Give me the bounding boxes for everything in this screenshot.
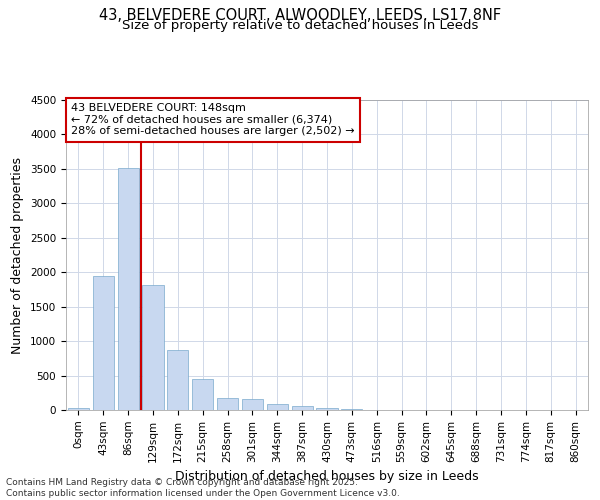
Bar [316, 408, 338, 410]
Bar [192, 379, 213, 410]
Bar [242, 398, 263, 410]
Bar [167, 350, 188, 410]
Text: 43, BELVEDERE COURT, ALWOODLEY, LEEDS, LS17 8NF: 43, BELVEDERE COURT, ALWOODLEY, LEEDS, L… [99, 8, 501, 22]
Bar [118, 168, 139, 410]
Text: Size of property relative to detached houses in Leeds: Size of property relative to detached ho… [122, 18, 478, 32]
Bar [341, 408, 362, 410]
Bar [217, 398, 238, 410]
X-axis label: Distribution of detached houses by size in Leeds: Distribution of detached houses by size … [175, 470, 479, 483]
Y-axis label: Number of detached properties: Number of detached properties [11, 156, 25, 354]
Bar [68, 408, 89, 410]
Text: Contains HM Land Registry data © Crown copyright and database right 2025.
Contai: Contains HM Land Registry data © Crown c… [6, 478, 400, 498]
Bar [142, 286, 164, 410]
Bar [267, 404, 288, 410]
Bar [93, 276, 114, 410]
Text: 43 BELVEDERE COURT: 148sqm
← 72% of detached houses are smaller (6,374)
28% of s: 43 BELVEDERE COURT: 148sqm ← 72% of deta… [71, 103, 355, 136]
Bar [292, 406, 313, 410]
